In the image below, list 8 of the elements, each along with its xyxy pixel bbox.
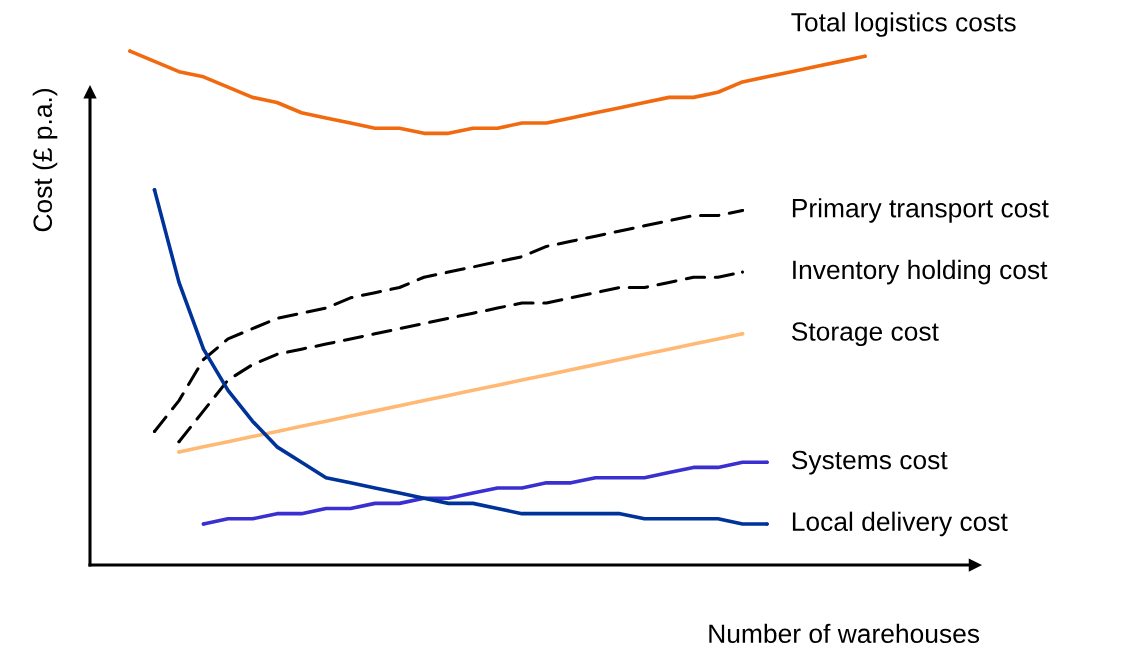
series-label: Inventory holding cost: [793, 259, 1048, 285]
series-label: Total logistics costs: [791, 12, 1016, 37]
series-label: Systems cost: [791, 450, 948, 475]
y-axis-title: Cost (£ p.a.): [32, 89, 58, 232]
series-label: Storage cost: [791, 322, 939, 347]
series-label: Local delivery cost: [792, 511, 1008, 537]
series-label: Primary transport cost: [792, 198, 1049, 223]
x-axis-title: Number of warehouses: [709, 623, 980, 644]
